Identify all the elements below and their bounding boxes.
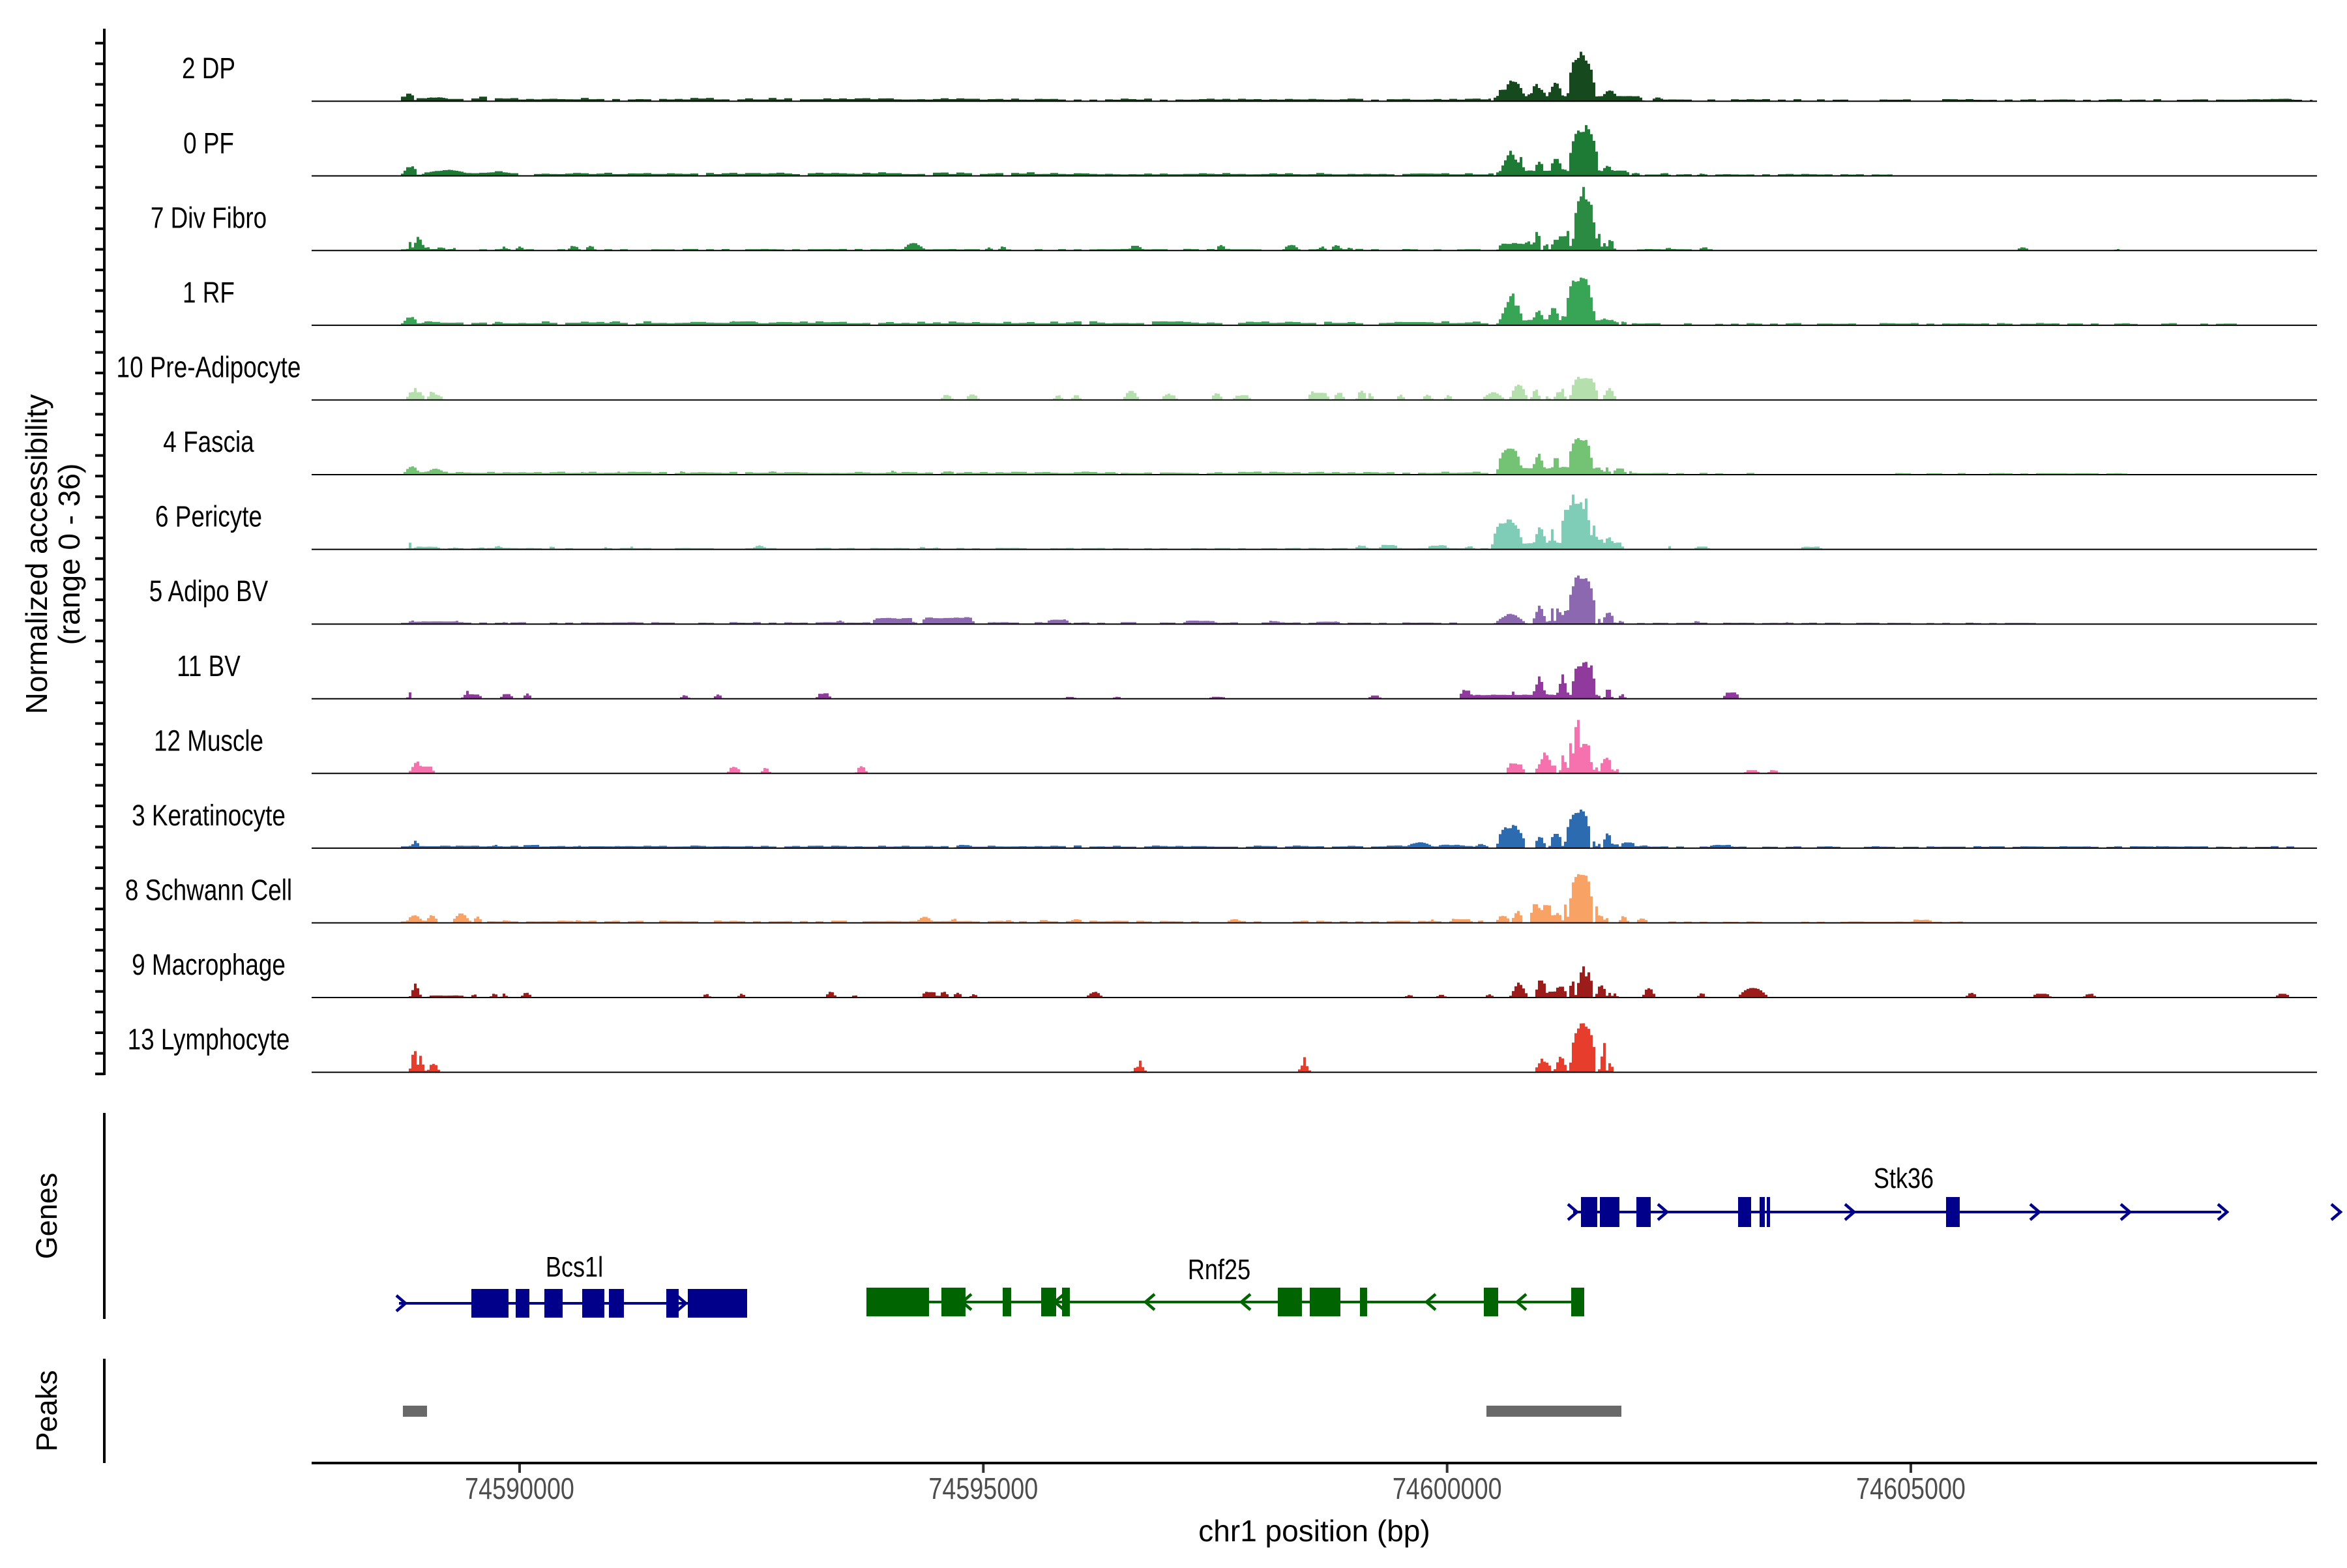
svg-text:74600000: 74600000 — [1393, 1472, 1502, 1505]
svg-text:74590000: 74590000 — [465, 1472, 574, 1505]
svg-text:Rnf25: Rnf25 — [1188, 1254, 1250, 1286]
svg-text:11 BV: 11 BV — [177, 649, 241, 682]
svg-text:Genes: Genes — [30, 1173, 63, 1260]
svg-text:0 PF: 0 PF — [183, 126, 234, 159]
svg-text:8 Schwann Cell: 8 Schwann Cell — [125, 874, 292, 906]
svg-text:9 Macrophage: 9 Macrophage — [132, 949, 286, 981]
svg-text:74595000: 74595000 — [928, 1472, 1038, 1505]
svg-text:7 Div Fibro: 7 Div Fibro — [151, 201, 267, 234]
svg-text:2 DP: 2 DP — [182, 52, 235, 85]
svg-text:Bcs1l: Bcs1l — [546, 1251, 603, 1283]
svg-text:4 Fascia: 4 Fascia — [163, 426, 254, 458]
svg-text:1 RF: 1 RF — [183, 276, 235, 308]
svg-text:5 Adipo BV: 5 Adipo BV — [149, 575, 269, 608]
svg-text:Stk36: Stk36 — [1874, 1162, 1934, 1194]
svg-text:3 Keratinocyte: 3 Keratinocyte — [132, 799, 286, 831]
svg-text:chr1 position (bp): chr1 position (bp) — [1198, 1514, 1430, 1548]
svg-text:10 Pre-Adipocyte: 10 Pre-Adipocyte — [117, 351, 301, 383]
svg-text:Peaks: Peaks — [30, 1370, 63, 1451]
svg-text:6 Pericyte: 6 Pericyte — [155, 500, 262, 533]
svg-text:13 Lymphocyte: 13 Lymphocyte — [128, 1023, 290, 1056]
svg-text:Normalized accessibility: Normalized accessibility — [20, 394, 53, 715]
svg-text:74605000: 74605000 — [1856, 1472, 1966, 1505]
svg-text:(range 0 - 36): (range 0 - 36) — [52, 464, 86, 645]
svg-text:12 Muscle: 12 Muscle — [154, 724, 263, 757]
